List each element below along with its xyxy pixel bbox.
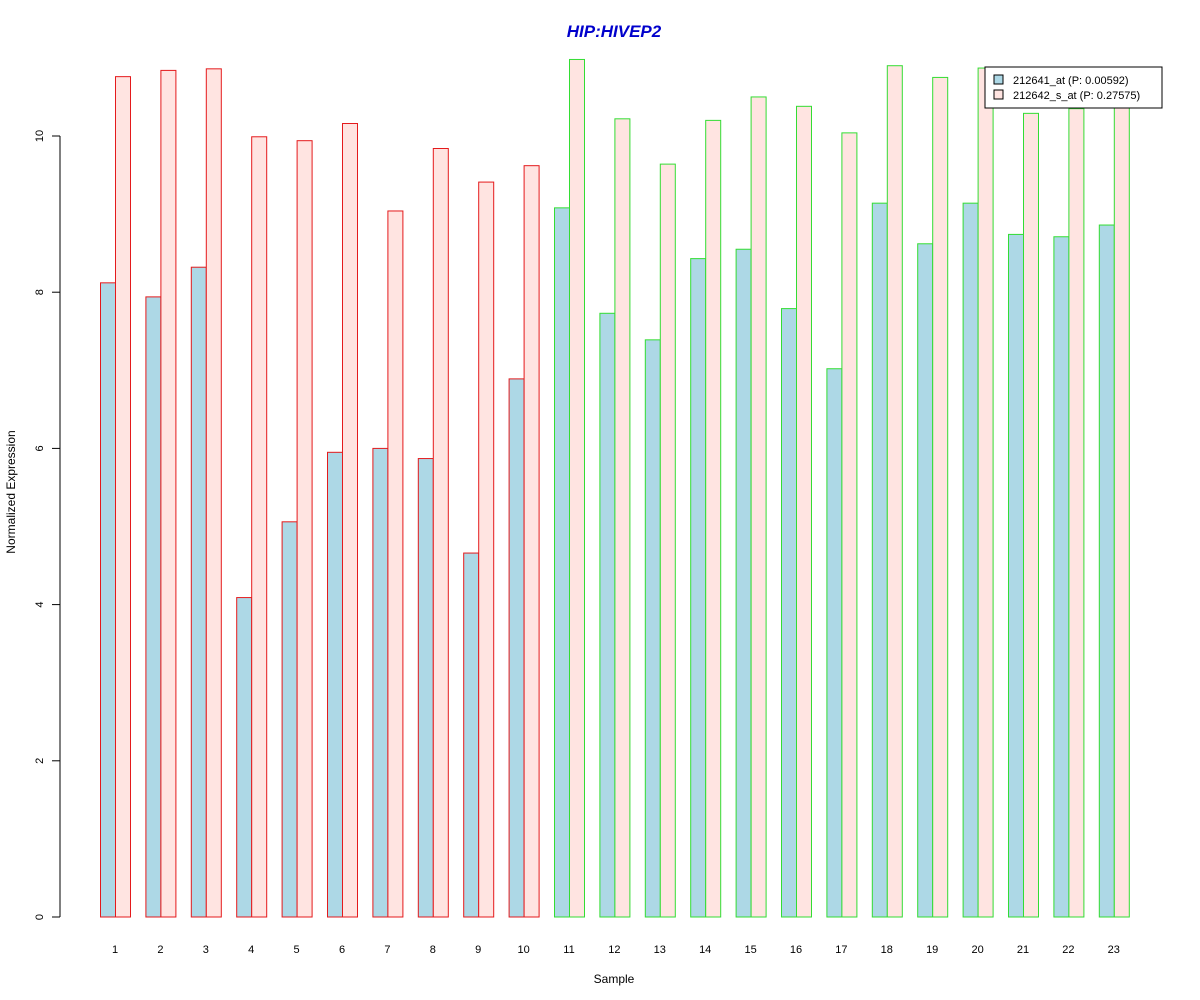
bar-212642-s-at-sample-23 bbox=[1113, 100, 1130, 918]
bar-212642-s-at-sample-1 bbox=[115, 76, 131, 918]
bar-212641-at-sample-10 bbox=[508, 378, 525, 918]
bar-212642-s-at-sample-19 bbox=[932, 76, 949, 918]
x-tick-label: 7 bbox=[384, 944, 390, 956]
bar-212642-s-at-sample-15 bbox=[750, 96, 767, 918]
bar-212642-s-at-sample-8 bbox=[432, 147, 449, 918]
y-tick-label: 2 bbox=[34, 758, 46, 764]
x-tick-label: 9 bbox=[475, 944, 481, 956]
legend-label-212641-at: 212641_at (P: 0.00592) bbox=[1013, 75, 1129, 87]
bar-212642-s-at-sample-2 bbox=[160, 69, 177, 918]
x-tick-label: 15 bbox=[744, 944, 756, 956]
x-tick-label: 5 bbox=[294, 944, 300, 956]
bar-212642-s-at-sample-20 bbox=[977, 67, 994, 918]
x-tick-label: 19 bbox=[926, 944, 938, 956]
y-axis: 0 2 4 6 8 10 bbox=[34, 130, 61, 920]
bar-212642-s-at-sample-12 bbox=[614, 118, 631, 918]
bar-212641-at-sample-17 bbox=[826, 368, 843, 918]
x-tick-label: 8 bbox=[430, 944, 436, 956]
x-tick-label: 4 bbox=[248, 944, 254, 956]
x-tick-label: 22 bbox=[1062, 944, 1074, 956]
x-tick-label: 16 bbox=[790, 944, 802, 956]
bar-212641-at-sample-12 bbox=[599, 312, 616, 918]
bar-212641-at-sample-1 bbox=[100, 282, 116, 918]
bar-212642-s-at-sample-11 bbox=[569, 58, 585, 918]
bar-212642-s-at-sample-16 bbox=[796, 105, 812, 918]
bar-212641-at-sample-7 bbox=[372, 447, 389, 918]
x-tick-labels: 1 2 3 4 5 6 7 8 9 10 11 12 13 14 15 16 17 18 19 20 21 22 23 bbox=[112, 944, 1120, 956]
bar-212641-at-sample-19 bbox=[917, 243, 934, 918]
x-tick-label: 20 bbox=[971, 944, 983, 956]
bar-212641-at-sample-4 bbox=[236, 597, 253, 918]
bar-212642-s-at-sample-10 bbox=[523, 165, 540, 918]
bar-212642-s-at-sample-4 bbox=[251, 136, 268, 918]
y-tick-label: 0 bbox=[34, 914, 46, 920]
y-axis-title: Normalized Expression bbox=[4, 430, 18, 553]
bar-212641-at-sample-23 bbox=[1098, 224, 1115, 918]
bar-212642-s-at-sample-5 bbox=[296, 140, 313, 918]
legend: 212641_at (P: 0.00592) 212642_s_at (P: 0… bbox=[984, 66, 1163, 109]
bar-212641-at-sample-14 bbox=[690, 258, 707, 918]
bar-212641-at-sample-9 bbox=[463, 552, 480, 918]
x-tick-label: 17 bbox=[835, 944, 847, 956]
legend-box bbox=[984, 66, 1163, 109]
bars-group bbox=[100, 58, 1130, 918]
bar-212641-at-sample-2 bbox=[145, 296, 162, 918]
chart-title: HIP:HIVEP2 bbox=[567, 22, 662, 41]
bar-212641-at-sample-18 bbox=[871, 202, 888, 918]
x-tick-label: 13 bbox=[654, 944, 666, 956]
bar-212641-at-sample-21 bbox=[1008, 233, 1024, 918]
x-tick-label: 3 bbox=[203, 944, 209, 956]
bar-212642-s-at-sample-13 bbox=[659, 163, 676, 918]
bar-212641-at-sample-22 bbox=[1053, 236, 1070, 918]
bar-212642-s-at-sample-7 bbox=[387, 210, 404, 918]
x-axis-title: Sample bbox=[594, 972, 635, 986]
bar-212642-s-at-sample-21 bbox=[1023, 112, 1039, 918]
y-tick-label: 4 bbox=[34, 602, 46, 608]
bar-212641-at-sample-16 bbox=[781, 308, 797, 918]
bar-212641-at-sample-11 bbox=[554, 207, 570, 918]
bar-212641-at-sample-6 bbox=[327, 451, 343, 918]
x-tick-label: 11 bbox=[563, 944, 574, 956]
x-tick-label: 14 bbox=[699, 944, 711, 956]
bar-212641-at-sample-8 bbox=[417, 458, 434, 918]
y-tick-label: 8 bbox=[34, 289, 46, 295]
bar-212641-at-sample-20 bbox=[962, 202, 979, 918]
legend-label-212642-s-at: 212642_s_at (P: 0.27575) bbox=[1013, 90, 1140, 102]
y-tick-label: 6 bbox=[34, 445, 46, 451]
x-tick-label: 2 bbox=[157, 944, 163, 956]
bar-212642-s-at-sample-22 bbox=[1068, 108, 1085, 918]
bar-212642-s-at-sample-14 bbox=[705, 119, 722, 918]
y-tick-label: 10 bbox=[34, 130, 46, 142]
legend-swatch-212642-s-at bbox=[993, 89, 1004, 100]
bar-212641-at-sample-15 bbox=[735, 248, 752, 918]
bar-212642-s-at-sample-6 bbox=[342, 123, 358, 918]
bar-212642-s-at-sample-9 bbox=[478, 181, 495, 918]
bar-212642-s-at-sample-17 bbox=[841, 132, 858, 918]
bar-212641-at-sample-13 bbox=[644, 339, 661, 918]
bar-212642-s-at-sample-3 bbox=[205, 68, 222, 918]
x-tick-label: 1 bbox=[112, 944, 118, 956]
x-tick-label: 10 bbox=[517, 944, 529, 956]
bar-212642-s-at-sample-18 bbox=[886, 65, 903, 918]
x-tick-label: 6 bbox=[339, 944, 345, 956]
bar-212641-at-sample-5 bbox=[281, 521, 298, 918]
x-tick-label: 18 bbox=[881, 944, 893, 956]
bar-212641-at-sample-3 bbox=[190, 266, 207, 918]
x-tick-label: 23 bbox=[1108, 944, 1120, 956]
x-tick-label: 21 bbox=[1017, 944, 1029, 956]
legend-swatch-212641-at bbox=[993, 74, 1004, 85]
x-tick-label: 12 bbox=[608, 944, 620, 956]
